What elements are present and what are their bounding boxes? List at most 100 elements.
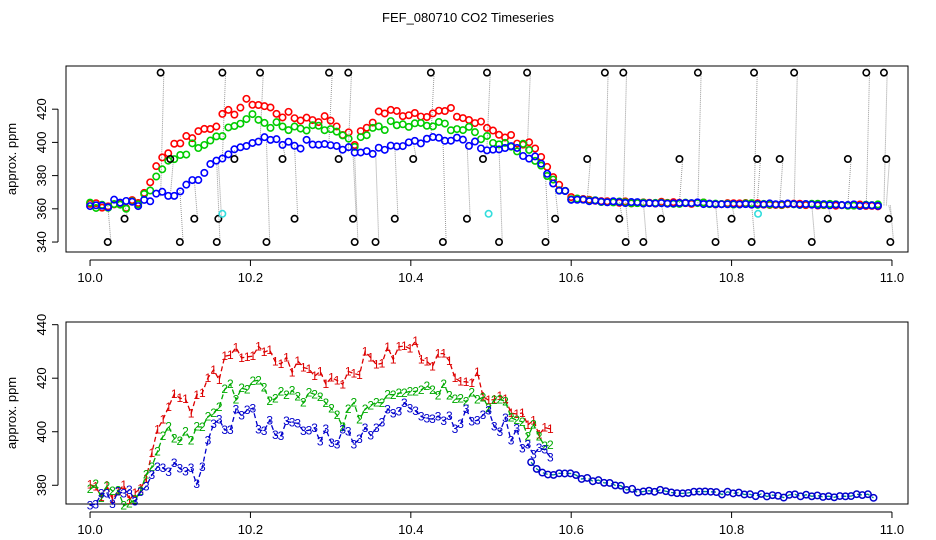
series-1-marker: 1 xyxy=(496,389,503,403)
series-1-marker: 1 xyxy=(143,472,150,486)
series-1-marker: 1 xyxy=(440,347,447,361)
series-1-marker: 1 xyxy=(429,360,436,374)
blue-point xyxy=(170,191,179,200)
green-point xyxy=(513,147,522,156)
series-3-marker: 3 xyxy=(468,414,475,428)
series-2-marker: 2 xyxy=(177,434,184,448)
series-1-marker: 1 xyxy=(485,393,492,407)
series-1-marker: 1 xyxy=(452,371,459,385)
series-1-marker: 1 xyxy=(367,351,374,365)
blue-point xyxy=(537,159,546,168)
series-3-marker: 3 xyxy=(384,402,391,416)
spike-line xyxy=(217,161,223,219)
spike-line xyxy=(216,162,221,243)
series-2-marker: 2 xyxy=(328,402,335,416)
series-2-marker: 2 xyxy=(463,395,470,409)
outlier-point xyxy=(334,155,343,164)
series-1-marker: 1 xyxy=(424,354,431,368)
series-3-marker: 3 xyxy=(491,420,498,434)
outlier-point xyxy=(790,68,799,77)
red-point xyxy=(422,113,431,122)
series-1-marker: 1 xyxy=(362,344,369,358)
red-point xyxy=(320,112,329,121)
red-point xyxy=(392,106,401,115)
series-1-line xyxy=(89,339,551,502)
series-3-marker: 3 xyxy=(530,448,537,462)
blue-point xyxy=(332,141,341,150)
series-2-marker: 2 xyxy=(188,434,195,448)
series-1-marker: 1 xyxy=(351,367,358,381)
bottom-x-tick-label: 10.4 xyxy=(398,522,423,537)
series-3-marker: 3 xyxy=(457,417,464,431)
outlier-point xyxy=(190,214,199,223)
series-2-marker: 2 xyxy=(148,460,155,474)
spike-line xyxy=(169,158,174,198)
series-1-marker: 1 xyxy=(356,368,363,382)
series-tail-point xyxy=(740,490,749,499)
series-2-marker: 2 xyxy=(384,387,391,401)
bottom-y-tick-label: 420 xyxy=(34,367,49,389)
series-1-marker: 1 xyxy=(233,341,240,355)
series-2-marker: 2 xyxy=(300,396,307,410)
series-2-marker: 2 xyxy=(278,385,285,399)
spike-line xyxy=(294,145,299,219)
blue-point xyxy=(458,135,467,144)
series-3-marker: 3 xyxy=(177,462,184,476)
series-1-marker: 1 xyxy=(294,354,301,368)
green-point xyxy=(200,140,209,149)
panel-top-ylabel: approx. ppm xyxy=(4,123,19,195)
series-3-marker: 3 xyxy=(137,485,144,499)
series-tail-point xyxy=(701,487,710,496)
blue-point xyxy=(398,142,407,151)
cyan-point xyxy=(754,209,763,218)
series-2-marker: 2 xyxy=(424,379,431,393)
bottom-x-tick-label: 10.8 xyxy=(719,522,744,537)
series-2-marker: 2 xyxy=(92,477,99,491)
series-3-marker: 3 xyxy=(255,423,262,437)
series-1-marker: 1 xyxy=(457,375,464,389)
green-point xyxy=(302,126,311,135)
green-point xyxy=(338,131,347,140)
green-point xyxy=(386,117,395,126)
green-point xyxy=(194,144,203,153)
series-tail-point xyxy=(841,492,850,501)
green-point xyxy=(188,139,197,148)
series-2-marker: 2 xyxy=(193,420,200,434)
series-2-marker: 2 xyxy=(210,406,217,420)
series-1-marker: 1 xyxy=(513,407,520,421)
series-1-marker: 1 xyxy=(137,481,144,495)
spike-line xyxy=(793,72,798,205)
red-point xyxy=(296,116,305,125)
red-point xyxy=(224,105,233,114)
series-1-marker: 1 xyxy=(255,339,262,353)
series-1-marker: 1 xyxy=(244,350,251,364)
series-1-marker: 1 xyxy=(334,373,341,387)
green-point xyxy=(272,118,281,127)
series-1-marker: 1 xyxy=(418,353,425,367)
series-3-marker: 3 xyxy=(339,422,346,436)
series-1-marker: 1 xyxy=(272,355,279,369)
series-2-marker: 2 xyxy=(289,383,296,397)
top-y-tick-label: 400 xyxy=(34,132,49,154)
outlier-point xyxy=(775,155,784,164)
series-1-marker: 1 xyxy=(205,371,212,385)
series-tail-point xyxy=(628,484,637,493)
series-2-marker: 2 xyxy=(356,413,363,427)
series-3-marker: 3 xyxy=(362,421,369,435)
green-point xyxy=(242,115,251,124)
red-point xyxy=(212,122,221,131)
series-2-marker: 2 xyxy=(306,385,313,399)
spike-line xyxy=(847,158,852,206)
series-1-marker: 1 xyxy=(92,479,99,493)
series-2-marker: 2 xyxy=(345,402,352,416)
series-3-marker: 3 xyxy=(519,441,526,455)
series-2-marker: 2 xyxy=(491,393,498,407)
outlier-point xyxy=(103,238,112,247)
bottom-x-tick-label: 11.0 xyxy=(880,522,904,537)
outlier-point xyxy=(551,214,560,223)
series-3-marker: 3 xyxy=(429,412,436,426)
series-2-marker: 2 xyxy=(322,396,329,410)
bottom-y-tick-label: 400 xyxy=(34,421,49,443)
green-point xyxy=(218,132,227,141)
series-2-marker: 2 xyxy=(429,383,436,397)
